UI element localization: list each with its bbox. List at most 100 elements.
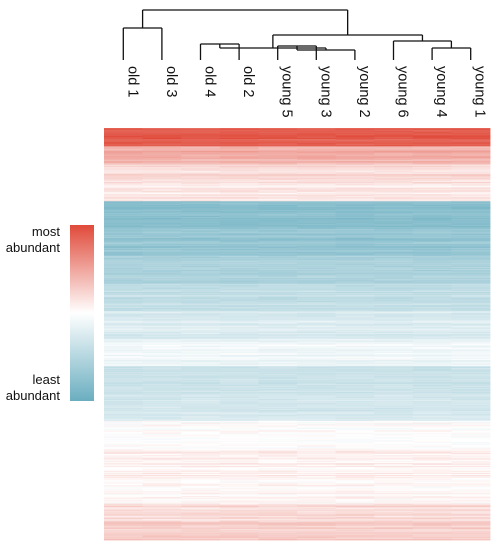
heatmap-cell: [412, 310, 452, 312]
heatmap-cell: [219, 172, 259, 175]
heatmap-cell: [258, 340, 298, 342]
heatmap-cell: [297, 512, 336, 514]
heatmap-cell: [451, 284, 491, 286]
heatmap-cell: [297, 333, 336, 335]
heatmap-cell: [374, 535, 414, 537]
heatmap-cell: [142, 217, 182, 220]
heatmap-cell: [104, 173, 143, 176]
heatmap-cell: [104, 139, 143, 142]
heatmap-cell: [412, 160, 452, 163]
heatmap-cell: [335, 500, 375, 502]
heatmap-cell: [374, 467, 414, 469]
heatmap-cell: [219, 475, 259, 478]
heatmap-cell: [374, 306, 414, 308]
heatmap-cell: [181, 353, 221, 355]
heatmap-cell: [181, 368, 221, 371]
heatmap-cell: [104, 507, 143, 510]
heatmap-cell: [335, 278, 375, 280]
column-label-young-1: young 1: [472, 66, 488, 118]
heatmap-cell: [219, 133, 259, 135]
heatmap-cell: [451, 529, 491, 531]
heatmap-cell: [451, 532, 491, 534]
heatmap-cell: [258, 279, 298, 281]
heatmap-cell: [104, 226, 143, 229]
heatmap-cell: [219, 200, 259, 202]
heatmap-cell: [219, 450, 259, 452]
heatmap-cell: [142, 479, 182, 481]
heatmap-cell: [335, 366, 375, 369]
heatmap-cell: [181, 322, 221, 324]
heatmap-cell: [335, 239, 375, 242]
heatmap-cell: [142, 497, 182, 500]
heatmap-cell: [142, 366, 182, 369]
heatmap-cell: [181, 279, 221, 282]
heatmap-cell: [142, 525, 182, 527]
heatmap-cell: [181, 148, 221, 150]
heatmap-cell: [412, 496, 452, 498]
heatmap-cell: [219, 201, 259, 203]
legend-low-label-line1: least: [33, 372, 61, 387]
heatmap-cell: [297, 378, 336, 381]
heatmap-cell: [374, 310, 414, 312]
heatmap-cell: [142, 365, 182, 367]
heatmap-cell: [451, 531, 491, 534]
heatmap-cell: [297, 463, 336, 465]
heatmap-cell: [142, 488, 182, 491]
heatmap-cell: [181, 304, 221, 307]
heatmap-cell: [335, 343, 375, 345]
heatmap-cell: [412, 377, 452, 379]
heatmap-cell: [219, 349, 259, 351]
heatmap-cell: [181, 324, 221, 327]
heatmap-cell: [412, 312, 452, 315]
heatmap-cell: [335, 225, 375, 227]
heatmap-cell: [181, 436, 221, 438]
heatmap-cell: [258, 227, 298, 230]
heatmap-cell: [142, 372, 182, 374]
heatmap-cell: [258, 389, 298, 392]
heatmap-cell: [451, 462, 491, 464]
heatmap-cell: [335, 227, 375, 230]
heatmap-cell: [297, 223, 336, 225]
heatmap-cell: [181, 433, 221, 436]
heatmap-cell: [219, 323, 259, 326]
heatmap-cell: [297, 437, 336, 439]
heatmap-cell: [181, 375, 221, 377]
heatmap-cell: [374, 456, 414, 458]
heatmap-cell: [297, 329, 336, 331]
heatmap-cell: [335, 447, 375, 449]
heatmap-cell: [335, 275, 375, 277]
heatmap-cell: [451, 355, 491, 358]
heatmap-cell: [104, 202, 143, 204]
heatmap-cell: [451, 362, 491, 364]
heatmap-cell: [412, 394, 452, 396]
heatmap-cell: [142, 520, 182, 523]
heatmap-cell: [258, 461, 298, 463]
heatmap-cell: [297, 469, 336, 471]
heatmap-cell: [219, 320, 259, 322]
heatmap-cell: [258, 536, 298, 538]
heatmap-cell: [258, 228, 298, 231]
heatmap-cell: [297, 200, 336, 202]
heatmap-cell: [104, 191, 143, 193]
heatmap-cell: [142, 163, 182, 166]
heatmap-cell: [451, 455, 491, 458]
heatmap-cell: [258, 464, 298, 467]
heatmap-cell: [335, 489, 375, 491]
heatmap-cell: [219, 447, 259, 449]
heatmap-cell: [374, 317, 414, 319]
heatmap-cell: [142, 129, 182, 132]
heatmap-cell: [181, 463, 221, 465]
heatmap-cell: [451, 420, 491, 422]
heatmap-cell: [335, 217, 375, 220]
heatmap-cell: [451, 480, 491, 482]
heatmap-cell: [258, 361, 298, 363]
heatmap-cell: [374, 233, 414, 235]
heatmap-cell: [297, 247, 336, 250]
heatmap-cell: [335, 390, 375, 393]
heatmap-cell: [412, 418, 452, 420]
heatmap-cell: [335, 444, 375, 447]
heatmap-cell: [412, 362, 452, 364]
heatmap-cell: [104, 436, 143, 438]
heatmap-cell: [297, 292, 336, 295]
heatmap-cell: [219, 479, 259, 481]
